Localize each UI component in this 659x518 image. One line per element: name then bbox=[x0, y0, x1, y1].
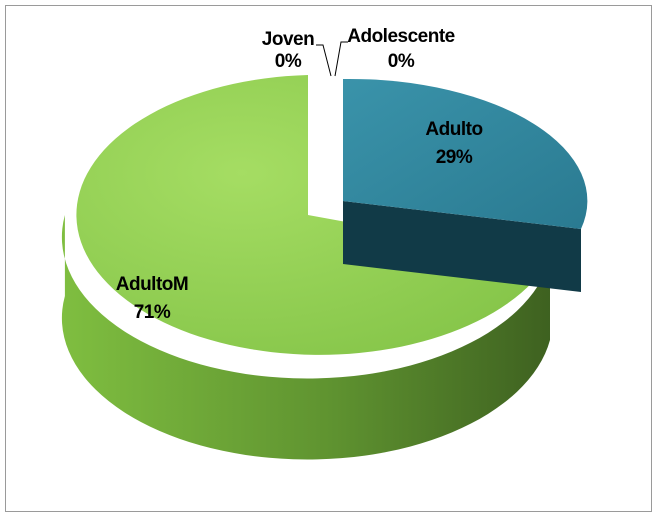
label-adolescente-pct: 0% bbox=[388, 51, 415, 72]
label-adolescente-name: Adolescente bbox=[347, 26, 454, 47]
slice-adulto-cut-face bbox=[343, 201, 581, 292]
slice-adultom-top bbox=[76, 75, 550, 355]
slice-adultom bbox=[61, 75, 551, 460]
label-adultom-name: AdultoM bbox=[116, 274, 188, 295]
label-joven-name: Joven bbox=[262, 29, 314, 50]
label-adulto-name: Adulto bbox=[425, 119, 482, 140]
label-adultom-pct: 71% bbox=[134, 302, 171, 323]
label-joven-pct: 0% bbox=[275, 51, 302, 72]
slice-adultom-side bbox=[61, 215, 551, 460]
leader-line-adolescente bbox=[334, 41, 348, 77]
slice-adulto bbox=[343, 78, 588, 292]
label-adulto-pct: 29% bbox=[436, 147, 473, 168]
leader-line-joven bbox=[316, 44, 332, 77]
slice-adulto-top bbox=[343, 78, 588, 229]
